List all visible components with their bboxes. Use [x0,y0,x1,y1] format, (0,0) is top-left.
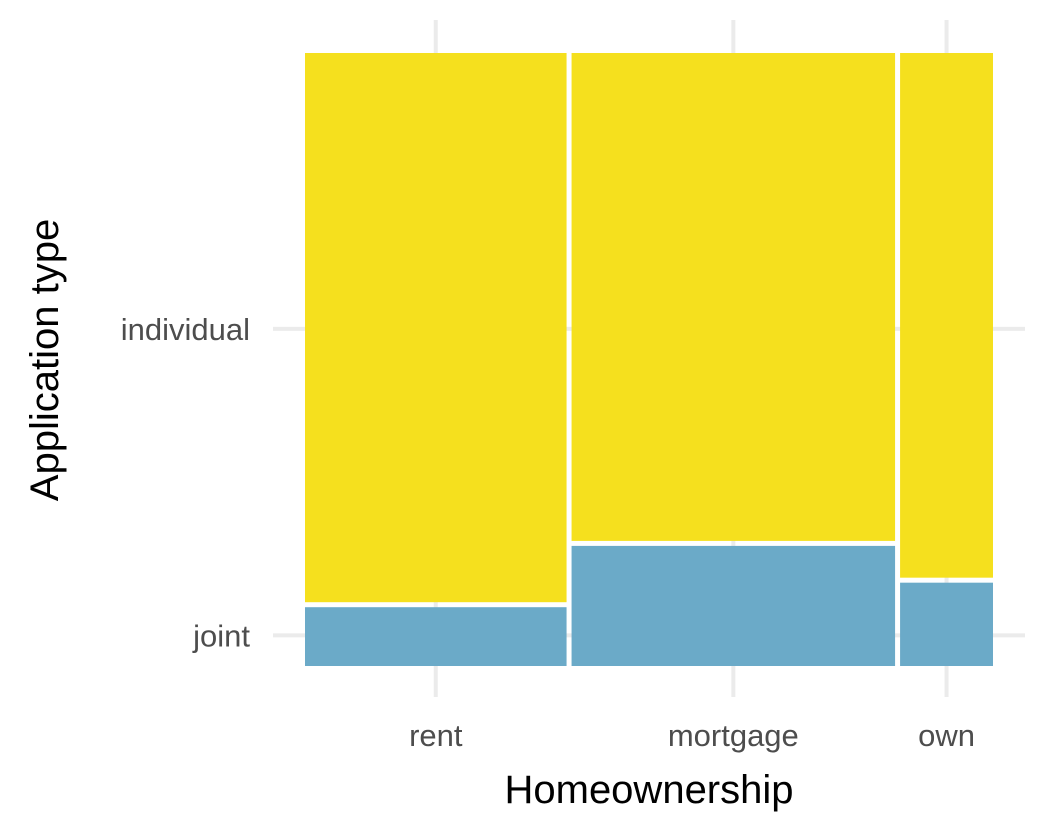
tile-own-joint [900,582,993,666]
tile-own-individual [900,53,993,578]
y-tick-label-individual: individual [121,312,250,347]
y-axis-title: Application type [23,219,67,501]
tile-mortgage-individual [571,53,896,541]
mosaic-tiles [305,53,993,666]
tile-rent-joint [305,607,567,666]
x-axis-title: Homeownership [504,768,793,812]
x-tick-label-own: own [918,718,975,753]
x-tick-label-mortgage: mortgage [668,718,799,753]
y-tick-label-joint: joint [192,618,250,653]
tile-rent-individual [305,53,567,603]
x-tick-label-rent: rent [409,718,463,753]
tick-labels: rent mortgage own joint individual [121,312,975,753]
tile-mortgage-joint [571,545,896,666]
